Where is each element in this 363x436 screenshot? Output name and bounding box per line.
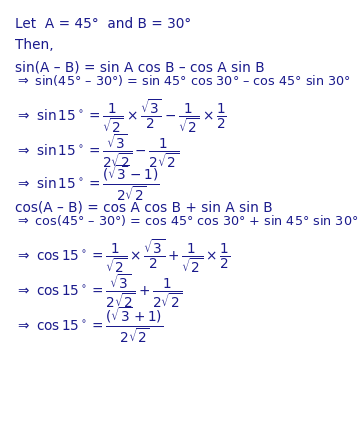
Text: $\Rightarrow$ sin(45° – 30°) = sin 45° cos 30° – cos 45° sin 30°: $\Rightarrow$ sin(45° – 30°) = sin 45° c…: [15, 73, 350, 88]
Text: $\Rightarrow$ cos(45° – 30°) = cos 45° cos 30° + sin 45° sin 30°: $\Rightarrow$ cos(45° – 30°) = cos 45° c…: [15, 213, 358, 228]
Text: Then,: Then,: [15, 38, 53, 52]
Text: $\Rightarrow\ \cos 15^\circ = \dfrac{\sqrt{3}}{2\sqrt{2}} + \dfrac{1}{2\sqrt{2}}: $\Rightarrow\ \cos 15^\circ = \dfrac{\sq…: [15, 272, 182, 310]
Text: sin(A – B) = sin A cos B – cos A sin B: sin(A – B) = sin A cos B – cos A sin B: [15, 60, 264, 74]
Text: $\Rightarrow\ \sin 15^\circ = \dfrac{(\sqrt{3} - 1)}{2\sqrt{2}}$: $\Rightarrow\ \sin 15^\circ = \dfrac{(\s…: [15, 163, 159, 203]
Text: cos(A – B) = cos A cos B + sin A sin B: cos(A – B) = cos A cos B + sin A sin B: [15, 201, 272, 215]
Text: $\Rightarrow\ \cos 15^\circ = \dfrac{(\sqrt{3} + 1)}{2\sqrt{2}}$: $\Rightarrow\ \cos 15^\circ = \dfrac{(\s…: [15, 305, 163, 345]
Text: $\Rightarrow\ \cos 15^\circ = \dfrac{1}{\sqrt{2}} \times \dfrac{\sqrt{3}}{2} + \: $\Rightarrow\ \cos 15^\circ = \dfrac{1}{…: [15, 237, 230, 275]
Text: $\Rightarrow\ \sin 15^\circ = \dfrac{\sqrt{3}}{2\sqrt{2}} - \dfrac{1}{2\sqrt{2}}: $\Rightarrow\ \sin 15^\circ = \dfrac{\sq…: [15, 132, 179, 170]
Text: $\Rightarrow\ \sin 15^\circ = \dfrac{1}{\sqrt{2}} \times \dfrac{\sqrt{3}}{2} - \: $\Rightarrow\ \sin 15^\circ = \dfrac{1}{…: [15, 97, 227, 135]
Text: Let  A = 45°  and B = 30°: Let A = 45° and B = 30°: [15, 17, 191, 31]
